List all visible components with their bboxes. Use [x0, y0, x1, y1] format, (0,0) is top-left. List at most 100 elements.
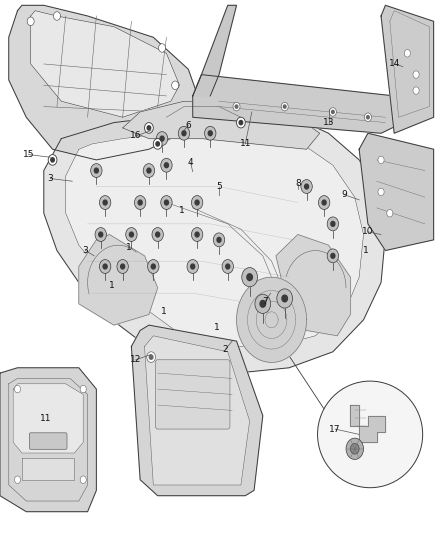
- Text: 15: 15: [23, 150, 34, 159]
- Circle shape: [378, 188, 384, 196]
- Polygon shape: [44, 112, 385, 373]
- Circle shape: [53, 12, 60, 20]
- Polygon shape: [145, 336, 250, 485]
- Circle shape: [222, 260, 233, 273]
- Circle shape: [178, 126, 190, 140]
- Circle shape: [331, 253, 335, 259]
- Circle shape: [147, 168, 151, 173]
- Circle shape: [159, 44, 166, 52]
- Circle shape: [120, 264, 125, 269]
- Circle shape: [255, 294, 271, 313]
- Text: 8: 8: [295, 180, 301, 188]
- Circle shape: [322, 200, 326, 205]
- Polygon shape: [350, 405, 385, 442]
- Circle shape: [413, 87, 419, 94]
- Circle shape: [145, 123, 153, 133]
- Polygon shape: [9, 5, 201, 160]
- Polygon shape: [123, 101, 320, 149]
- Circle shape: [151, 264, 155, 269]
- Circle shape: [153, 139, 162, 149]
- Circle shape: [247, 274, 252, 280]
- Circle shape: [208, 131, 212, 136]
- Circle shape: [191, 196, 203, 209]
- Text: 4: 4: [188, 158, 193, 167]
- Circle shape: [14, 476, 21, 483]
- Circle shape: [129, 232, 134, 237]
- Text: 14: 14: [389, 60, 400, 68]
- Circle shape: [48, 155, 57, 165]
- Circle shape: [237, 117, 245, 128]
- Circle shape: [304, 184, 309, 189]
- Circle shape: [126, 228, 137, 241]
- Circle shape: [138, 200, 142, 205]
- Circle shape: [164, 200, 169, 205]
- Circle shape: [182, 131, 186, 136]
- Circle shape: [80, 385, 86, 393]
- Text: 5: 5: [216, 182, 222, 191]
- Circle shape: [331, 221, 335, 227]
- Circle shape: [172, 81, 179, 90]
- Circle shape: [329, 108, 336, 116]
- Text: 1: 1: [214, 324, 220, 332]
- Text: 1: 1: [126, 244, 132, 252]
- Circle shape: [350, 443, 359, 454]
- Polygon shape: [237, 277, 307, 362]
- Polygon shape: [0, 368, 96, 512]
- Circle shape: [94, 168, 99, 173]
- Circle shape: [117, 260, 128, 273]
- Circle shape: [95, 228, 106, 241]
- Text: 7: 7: [262, 297, 268, 305]
- Circle shape: [217, 237, 221, 243]
- Circle shape: [318, 196, 330, 209]
- Circle shape: [239, 120, 243, 125]
- Circle shape: [233, 102, 240, 111]
- Circle shape: [413, 71, 419, 78]
- Polygon shape: [79, 235, 158, 325]
- Circle shape: [195, 232, 199, 237]
- Circle shape: [99, 232, 103, 237]
- Circle shape: [327, 249, 339, 263]
- Circle shape: [160, 136, 164, 141]
- Circle shape: [80, 476, 86, 483]
- Circle shape: [148, 260, 159, 273]
- Circle shape: [235, 105, 238, 108]
- Text: 6: 6: [185, 121, 191, 130]
- Polygon shape: [13, 384, 83, 453]
- Circle shape: [164, 163, 169, 168]
- Circle shape: [134, 196, 146, 209]
- Polygon shape: [131, 325, 263, 496]
- Polygon shape: [193, 75, 403, 133]
- Circle shape: [187, 260, 198, 273]
- Polygon shape: [359, 133, 434, 251]
- Circle shape: [213, 233, 225, 247]
- Circle shape: [156, 132, 168, 146]
- Circle shape: [152, 228, 163, 241]
- Text: 1: 1: [363, 246, 369, 255]
- Circle shape: [301, 180, 312, 193]
- Circle shape: [143, 164, 155, 177]
- Text: 2: 2: [223, 345, 228, 353]
- Polygon shape: [276, 235, 350, 336]
- Text: 17: 17: [329, 425, 341, 433]
- Circle shape: [99, 196, 111, 209]
- Circle shape: [156, 142, 159, 146]
- Circle shape: [346, 438, 364, 459]
- Circle shape: [91, 164, 102, 177]
- Ellipse shape: [318, 381, 423, 488]
- Circle shape: [378, 156, 384, 164]
- Circle shape: [27, 17, 34, 26]
- Polygon shape: [381, 5, 434, 133]
- Polygon shape: [31, 11, 180, 117]
- Circle shape: [260, 301, 265, 307]
- Circle shape: [367, 116, 369, 119]
- Text: 11: 11: [40, 414, 52, 423]
- Text: 16: 16: [130, 132, 141, 140]
- Polygon shape: [193, 5, 237, 96]
- Text: 3: 3: [82, 246, 88, 255]
- Circle shape: [14, 385, 21, 393]
- Circle shape: [195, 200, 199, 205]
- Circle shape: [147, 352, 155, 362]
- Circle shape: [99, 260, 111, 273]
- Circle shape: [226, 264, 230, 269]
- Circle shape: [327, 217, 339, 231]
